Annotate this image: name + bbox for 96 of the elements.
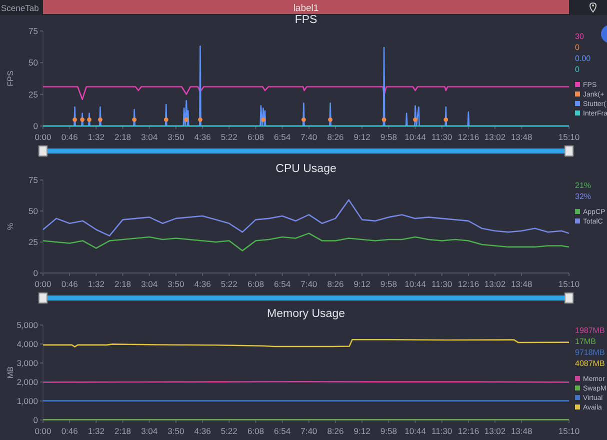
text: 9718MB	[575, 348, 605, 357]
x-tick-label: 4:36	[194, 426, 212, 436]
x-tick-label: 15:10	[558, 426, 580, 436]
x-tick-label: 6:08	[247, 426, 264, 436]
x-tick-label: 6:08	[247, 132, 264, 142]
y-tick-label: 25	[28, 237, 38, 247]
x-tick-label: 12:16	[458, 279, 480, 289]
x-tick-label: 5:22	[220, 426, 238, 436]
text: 21%	[575, 181, 592, 190]
y-tick-label: 0	[33, 415, 38, 425]
x-tick-label: 11:30	[432, 279, 452, 289]
x-tick-label: 10:44	[404, 279, 426, 289]
x-tick-label: 15:10	[558, 279, 580, 289]
y-tick-label: 3,000	[16, 358, 38, 368]
text: 0	[575, 43, 580, 52]
y-tick-label: 4,000	[16, 339, 38, 349]
y-tick-label: 2,000	[16, 377, 38, 387]
text: 30	[575, 32, 584, 41]
y-tick-label: 75	[28, 26, 38, 36]
x-tick-label: 1:32	[88, 426, 105, 436]
y-tick-label: 50	[28, 206, 38, 216]
text: 0.00	[575, 54, 592, 63]
x-tick-label: 13:48	[510, 426, 533, 436]
x-tick-label: 8:26	[327, 279, 344, 289]
x-tick-label: 13:02	[484, 132, 506, 142]
x-tick-label: 6:54	[274, 279, 291, 289]
x-tick-label: 9:12	[354, 279, 371, 289]
x-tick-label: 6:54	[274, 426, 291, 436]
chart-title: Memory Usage	[267, 308, 345, 320]
chart-title: CPU Usage	[276, 163, 336, 175]
y-tick-label: 5,000	[16, 320, 38, 330]
x-tick-label: 3:50	[168, 426, 184, 436]
x-tick-label: 12:16	[458, 132, 480, 142]
x-tick-label: 7:40	[300, 426, 318, 436]
x-tick-label: 2:18	[114, 279, 132, 289]
x-tick-label: 3:04	[141, 132, 158, 142]
x-tick-label: 13:02	[484, 279, 506, 289]
x-tick-label: 4:36	[194, 132, 212, 142]
x-tick-label: 5:22	[220, 132, 238, 142]
x-tick-label: 13:48	[510, 132, 533, 142]
x-tick-label: 10:44	[404, 132, 426, 142]
x-tick-label: 2:18	[114, 426, 132, 436]
x-tick-label: 0:00	[34, 426, 52, 436]
x-tick-label: 9:58	[380, 132, 398, 142]
line-series	[42, 86, 570, 100]
line-series	[42, 199, 570, 236]
y-tick-label: 1,000	[16, 396, 38, 406]
x-tick-label: 8:26	[327, 132, 344, 142]
text: 0	[575, 65, 580, 74]
x-tick-label: 5:22	[220, 279, 238, 289]
x-tick-label: 4:36	[194, 279, 212, 289]
chart-title: FPS	[294, 14, 318, 26]
x-tick-label: 3:50	[168, 279, 184, 289]
x-tick-label: 0:00	[34, 279, 52, 289]
x-tick-label: 2:18	[114, 132, 132, 142]
x-tick-label: 11:30	[432, 426, 452, 436]
x-tick-label: 1:32	[88, 279, 105, 289]
x-tick-label: 13:48	[510, 279, 533, 289]
x-tick-label: 6:54	[274, 132, 291, 142]
x-tick-label: 9:12	[354, 132, 371, 142]
x-tick-label: 0:46	[61, 426, 78, 436]
x-tick-label: 8:26	[327, 426, 344, 436]
line-series	[42, 338, 570, 348]
y-tick-label: 50	[28, 58, 38, 68]
y-tick-label: 75	[28, 175, 38, 185]
x-tick-label: 9:12	[354, 426, 371, 436]
text: SceneTab	[1, 3, 40, 13]
y-tick-label: 0	[33, 268, 38, 278]
y-axis-title: FPS	[6, 70, 15, 86]
x-tick-label: 6:08	[247, 279, 264, 289]
x-tick-label: 7:40	[300, 279, 318, 289]
x-tick-label: 9:58	[380, 279, 398, 289]
x-tick-label: 13:02	[484, 426, 506, 436]
line-series	[42, 232, 570, 252]
x-tick-label: 0:46	[61, 132, 78, 142]
y-tick-label: 0	[33, 121, 38, 131]
x-tick-label: 10:44	[404, 426, 426, 436]
x-tick-label: 3:50	[168, 132, 184, 142]
y-axis-title: MB	[6, 366, 15, 378]
x-tick-label: 9:58	[380, 426, 398, 436]
x-tick-label: 3:04	[141, 279, 158, 289]
x-tick-label: 0:46	[61, 279, 78, 289]
text: label1	[293, 3, 319, 14]
text: 1987MB	[575, 326, 605, 335]
text: 32%	[575, 192, 592, 201]
x-tick-label: 7:40	[300, 132, 318, 142]
x-tick-label: 11:30	[432, 132, 452, 142]
text: 17MB	[575, 337, 596, 346]
x-tick-label: 12:16	[458, 426, 480, 436]
x-tick-label: 15:10	[558, 132, 580, 142]
text: 4087MB	[575, 359, 605, 368]
x-tick-label: 0:00	[34, 132, 52, 142]
x-tick-label: 3:04	[141, 426, 158, 436]
y-axis-title: %	[6, 222, 15, 230]
x-tick-label: 1:32	[88, 132, 105, 142]
y-tick-label: 25	[28, 89, 38, 100]
